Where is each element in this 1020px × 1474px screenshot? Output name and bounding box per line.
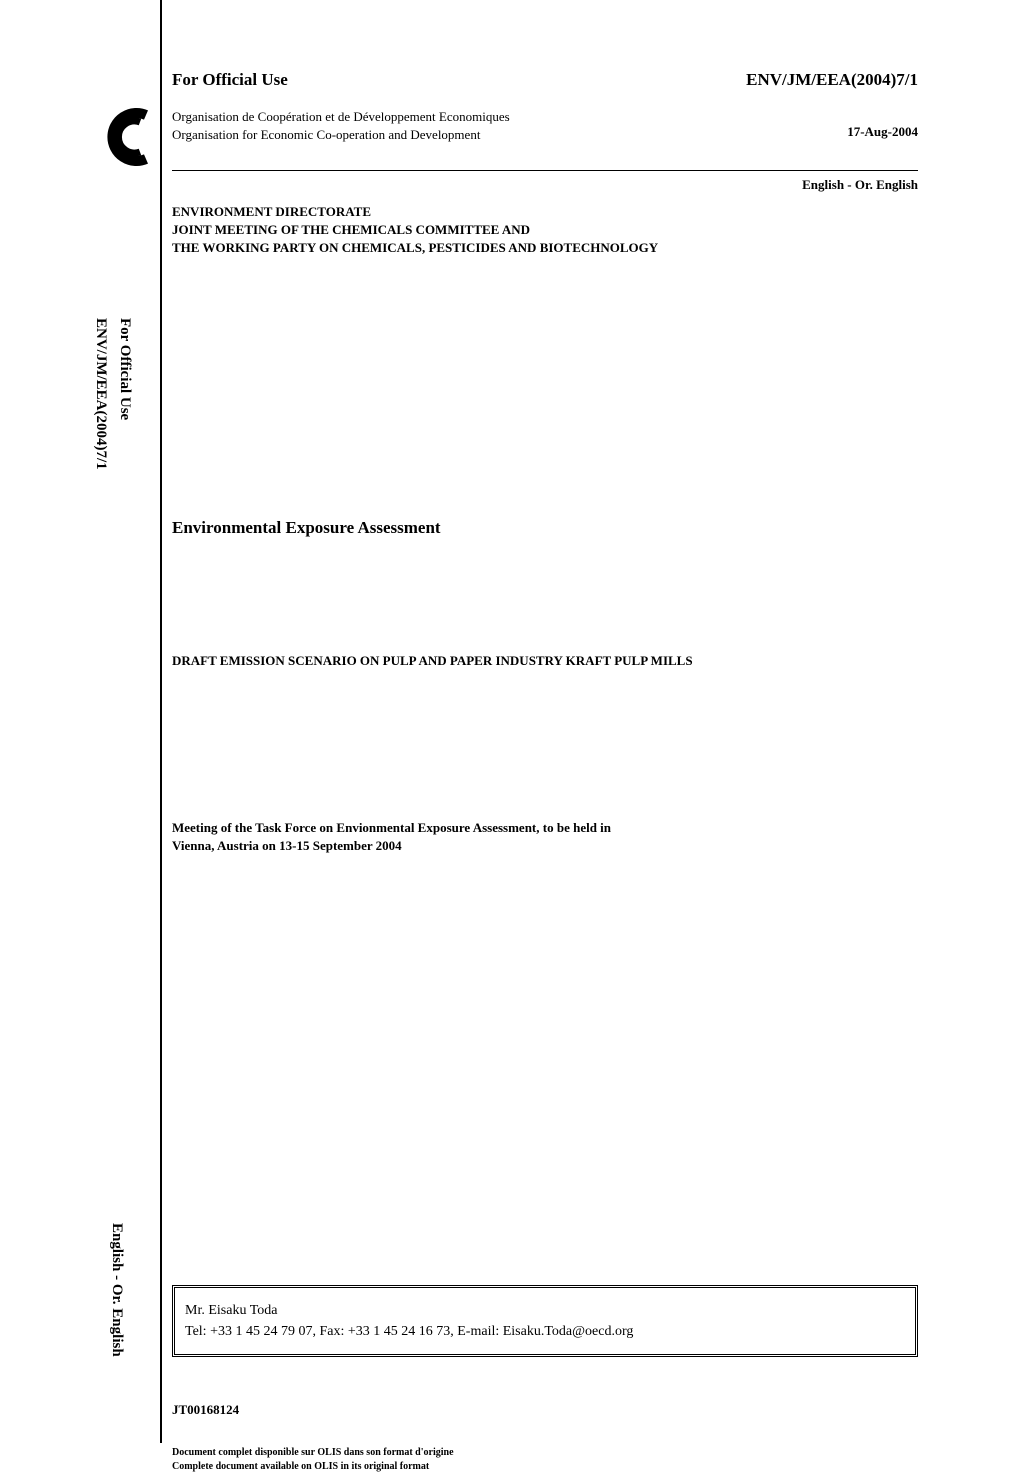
organisation-names: Organisation de Coopération et de Dévelo… [172,108,510,144]
directorate-line-1: ENVIRONMENT DIRECTORATE [172,203,918,221]
meeting-info: Meeting of the Task Force on Envionmenta… [172,819,918,855]
page-container: For Official Use ENV/JM/EEA(2004)7/1 Org… [0,0,1020,1443]
language-note: English - Or. English [102,177,918,193]
page-subtitle: DRAFT EMISSION SCENARIO ON PULP AND PAPE… [172,653,918,669]
meeting-line-2: Vienna, Austria on 13-15 September 2004 [172,837,918,855]
header-row: For Official Use ENV/JM/EEA(2004)7/1 [172,70,918,90]
logo-row: Organisation de Coopération et de Dévelo… [102,108,918,166]
meeting-line-1: Meeting of the Task Force on Envionmenta… [172,819,918,837]
contact-box: Mr. Eisaku Toda Tel: +33 1 45 24 79 07, … [172,1285,918,1357]
document-date: 17-Aug-2004 [847,108,918,140]
footer-line-2: Complete document available on OLIS in i… [172,1460,918,1474]
classification-label: For Official Use [172,70,288,90]
contact-details: Tel: +33 1 45 24 79 07, Fax: +33 1 45 24… [185,1321,905,1342]
oecd-logo [102,108,160,166]
horizontal-rule [172,170,918,171]
org-name-en: Organisation for Economic Co-operation a… [172,126,510,144]
org-name-fr: Organisation de Coopération et de Dévelo… [172,108,510,126]
document-reference: ENV/JM/EEA(2004)7/1 [746,70,918,90]
directorate-line-3: THE WORKING PARTY ON CHEMICALS, PESTICID… [172,239,918,257]
page-title: Environmental Exposure Assessment [172,518,918,538]
organisation-block: Organisation de Coopération et de Dévelo… [172,108,918,144]
oecd-logo-icon [102,108,160,166]
directorate-block: ENVIRONMENT DIRECTORATE JOINT MEETING OF… [172,203,918,258]
jt-code: JT00168124 [172,1402,918,1418]
footer-line-1: Document complet disponible sur OLIS dan… [172,1446,918,1460]
directorate-line-2: JOINT MEETING OF THE CHEMICALS COMMITTEE… [172,221,918,239]
footer-block: Document complet disponible sur OLIS dan… [172,1446,918,1474]
contact-name: Mr. Eisaku Toda [185,1300,905,1321]
